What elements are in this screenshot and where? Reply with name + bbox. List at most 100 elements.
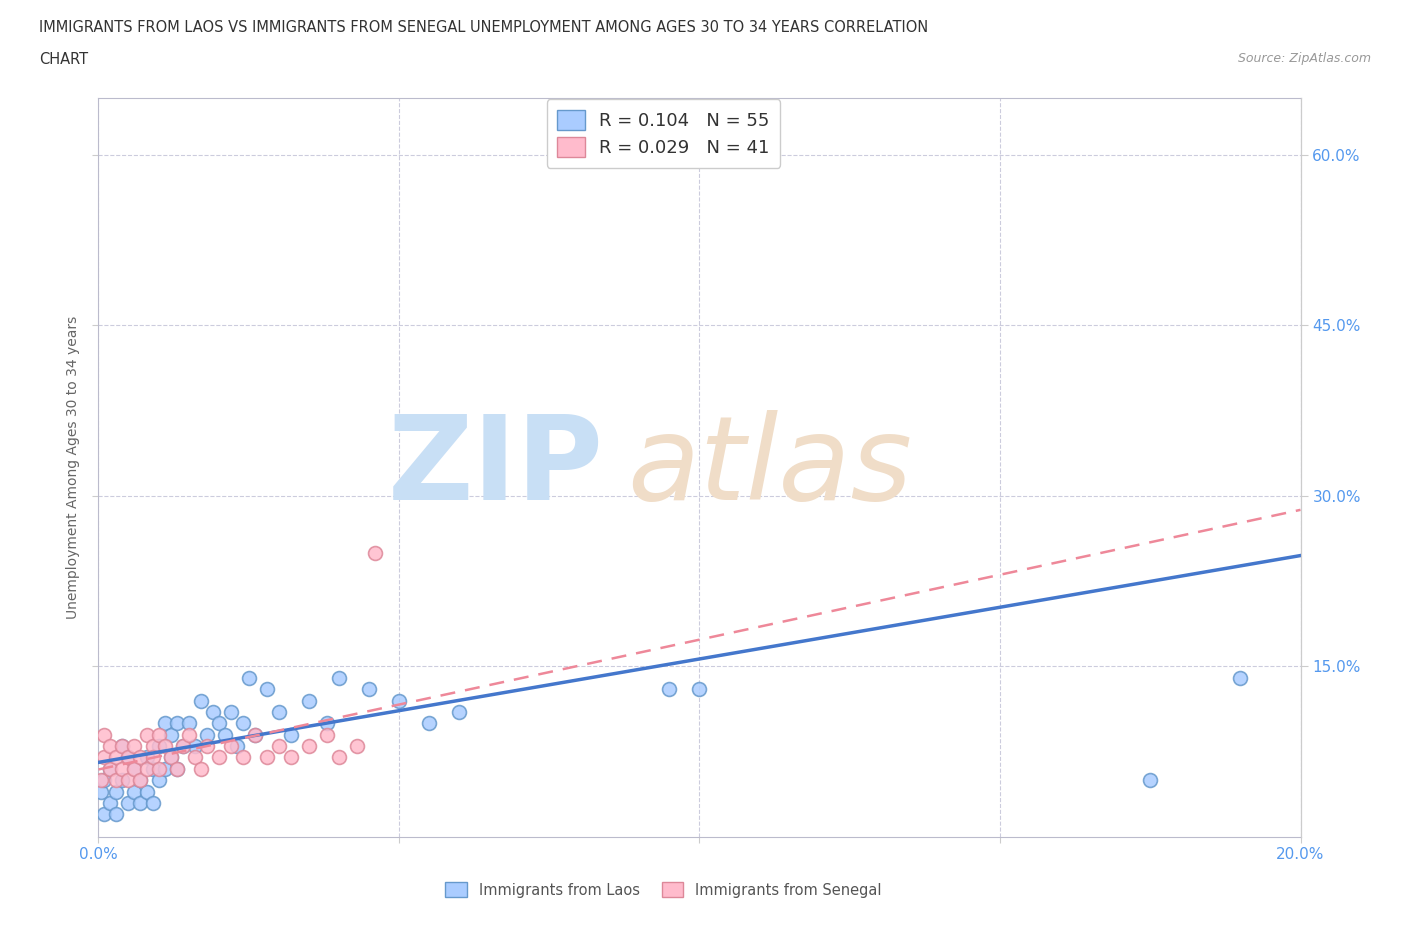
Point	[129, 750, 152, 764]
Point	[124, 762, 146, 777]
Point	[117, 750, 139, 764]
Point	[93, 750, 115, 764]
Point	[172, 738, 194, 753]
Point	[153, 716, 176, 731]
Point	[148, 773, 170, 788]
Point	[117, 773, 139, 788]
Point	[93, 773, 115, 788]
Text: CHART: CHART	[39, 52, 89, 67]
Point	[315, 727, 337, 742]
Text: ZIP: ZIP	[387, 410, 603, 525]
Point	[243, 727, 266, 742]
Point	[195, 738, 218, 753]
Point	[315, 716, 337, 731]
Point	[183, 750, 205, 764]
Point	[159, 750, 181, 764]
Point	[129, 773, 152, 788]
Point	[232, 750, 254, 764]
Point	[238, 671, 260, 685]
Point	[219, 704, 242, 719]
Point	[135, 750, 157, 764]
Point	[124, 738, 146, 753]
Point	[90, 784, 112, 799]
Point	[267, 704, 290, 719]
Point	[172, 738, 194, 753]
Point	[135, 784, 157, 799]
Point	[166, 762, 188, 777]
Point	[208, 750, 231, 764]
Point	[190, 762, 212, 777]
Point	[232, 716, 254, 731]
Point	[447, 704, 470, 719]
Point	[328, 671, 350, 685]
Point	[328, 750, 350, 764]
Text: Source: ZipAtlas.com: Source: ZipAtlas.com	[1237, 52, 1371, 65]
Point	[153, 762, 176, 777]
Point	[105, 807, 128, 822]
Point	[124, 784, 146, 799]
Point	[1229, 671, 1251, 685]
Point	[100, 762, 122, 777]
Point	[135, 727, 157, 742]
Point	[243, 727, 266, 742]
Point	[1139, 773, 1161, 788]
Point	[141, 738, 163, 753]
Point	[117, 795, 139, 810]
Point	[100, 762, 122, 777]
Point	[166, 762, 188, 777]
Point	[153, 738, 176, 753]
Point	[280, 727, 302, 742]
Point	[357, 682, 380, 697]
Point	[225, 738, 247, 753]
Point	[177, 727, 200, 742]
Point	[111, 773, 134, 788]
Point	[190, 693, 212, 708]
Point	[90, 773, 112, 788]
Point	[298, 693, 321, 708]
Point	[183, 738, 205, 753]
Point	[111, 738, 134, 753]
Point	[388, 693, 411, 708]
Point	[141, 762, 163, 777]
Point	[105, 773, 128, 788]
Point	[111, 762, 134, 777]
Point	[129, 773, 152, 788]
Point	[148, 727, 170, 742]
Point	[141, 750, 163, 764]
Point	[148, 738, 170, 753]
Point	[100, 795, 122, 810]
Point	[124, 762, 146, 777]
Point	[280, 750, 302, 764]
Point	[166, 716, 188, 731]
Point	[105, 750, 128, 764]
Point	[111, 738, 134, 753]
Text: atlas: atlas	[627, 410, 912, 525]
Point	[148, 762, 170, 777]
Point	[658, 682, 681, 697]
Point	[689, 682, 711, 697]
Point	[718, 125, 741, 140]
Point	[219, 738, 242, 753]
Point	[267, 738, 290, 753]
Point	[195, 727, 218, 742]
Point	[159, 727, 181, 742]
Text: IMMIGRANTS FROM LAOS VS IMMIGRANTS FROM SENEGAL UNEMPLOYMENT AMONG AGES 30 TO 34: IMMIGRANTS FROM LAOS VS IMMIGRANTS FROM …	[39, 20, 928, 35]
Y-axis label: Unemployment Among Ages 30 to 34 years: Unemployment Among Ages 30 to 34 years	[66, 315, 80, 619]
Point	[208, 716, 231, 731]
Point	[129, 795, 152, 810]
Point	[364, 545, 387, 560]
Point	[105, 784, 128, 799]
Point	[100, 738, 122, 753]
Point	[418, 716, 440, 731]
Point	[201, 704, 224, 719]
Point	[256, 750, 278, 764]
Point	[256, 682, 278, 697]
Point	[141, 795, 163, 810]
Point	[135, 762, 157, 777]
Point	[93, 727, 115, 742]
Point	[214, 727, 236, 742]
Point	[177, 716, 200, 731]
Point	[298, 738, 321, 753]
Point	[159, 750, 181, 764]
Legend: Immigrants from Laos, Immigrants from Senegal: Immigrants from Laos, Immigrants from Se…	[439, 877, 887, 904]
